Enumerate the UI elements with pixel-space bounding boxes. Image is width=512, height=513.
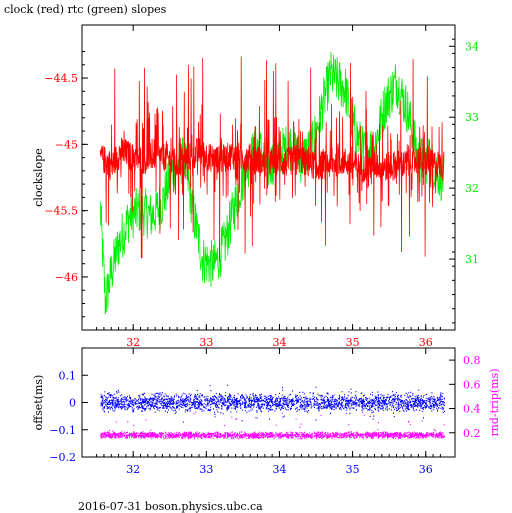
y-tick-label-right: 33 xyxy=(465,111,479,124)
clock-slope-line xyxy=(99,56,445,262)
x-tick-label: 32 xyxy=(126,336,140,349)
offset-points xyxy=(100,384,445,423)
y-tick-label-left: −46 xyxy=(55,271,78,284)
y-tick-label-left: 0.1 xyxy=(59,369,77,382)
y-tick-label-left: −0.2 xyxy=(49,451,76,464)
top-plot-frame xyxy=(81,24,456,331)
y-tick-label-left: −44.5 xyxy=(44,72,78,85)
x-tick-label: 33 xyxy=(199,336,213,349)
x-tick-label: 35 xyxy=(346,463,360,476)
x-tick-label: 33 xyxy=(199,463,213,476)
y-tick-label-right: 0.6 xyxy=(463,378,481,391)
y-axis-label-right: rnd-trip(ms) xyxy=(488,369,501,437)
y-tick-label-left: −0.1 xyxy=(49,424,76,437)
roundtrip-points xyxy=(100,411,445,440)
chart-title: clock (red) rtc (green) slopes xyxy=(4,3,167,16)
y-tick-label-left: −45.5 xyxy=(44,205,78,218)
x-tick-label: 36 xyxy=(419,463,433,476)
x-tick-label: 35 xyxy=(346,336,360,349)
y-tick-label-right: 32 xyxy=(465,182,479,195)
offset-plot: 32 33 34 35 36 0.1 0 −0.1 −0.2 0.8 0.6 0.4 0.2 offset… xyxy=(32,347,501,476)
y-tick-label-right: 0.2 xyxy=(463,427,481,440)
x-tick-label: 32 xyxy=(126,463,140,476)
x-tick-label: 34 xyxy=(272,336,286,349)
x-tick-label: 34 xyxy=(272,463,286,476)
slopes-plot: 32 33 34 35 36 −44.5 −45 −45.5 −46 31 32 33 34 clocks… xyxy=(32,24,479,349)
y-tick-label-right: 0.4 xyxy=(463,403,481,416)
y-axis-label: offset(ms) xyxy=(32,375,45,431)
y-axis-label: clockslope xyxy=(32,148,45,206)
footer-caption: 2016-07-31 boson.physics.ubc.ca xyxy=(78,500,263,513)
rtc-slope-line xyxy=(99,51,445,315)
x-tick-label: 36 xyxy=(419,336,433,349)
y-tick-label-right: 0.8 xyxy=(463,354,481,367)
y-tick-label-right: 31 xyxy=(465,253,479,266)
y-tick-label-right: 34 xyxy=(465,40,479,53)
y-tick-label-left: 0 xyxy=(69,397,76,410)
y-tick-label-left: −45 xyxy=(55,138,78,151)
